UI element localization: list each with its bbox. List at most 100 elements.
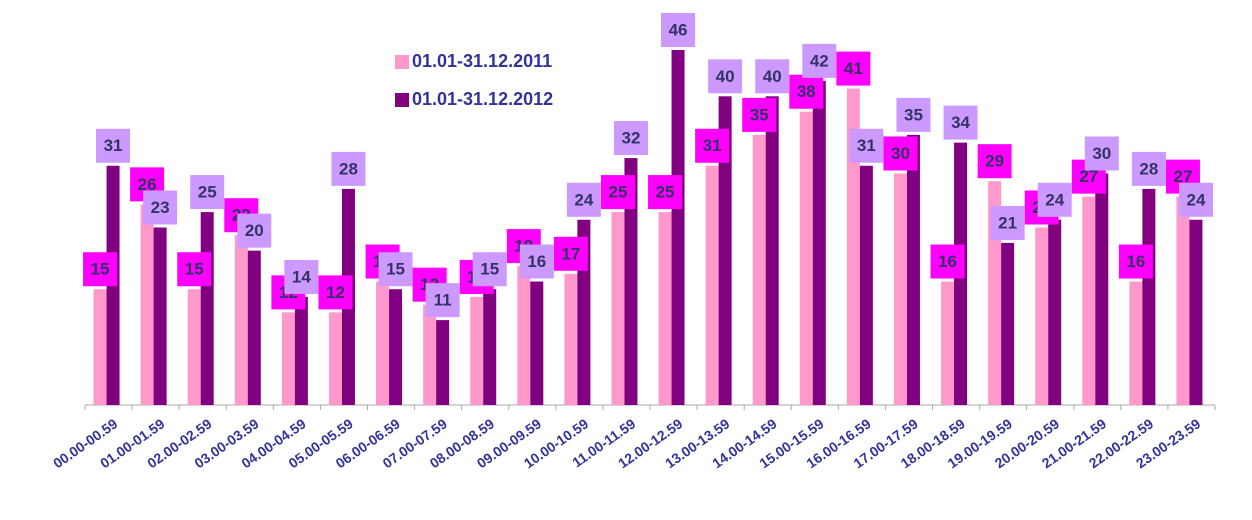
bar bbox=[389, 289, 403, 405]
data-label: 25 bbox=[656, 183, 675, 202]
data-label: 40 bbox=[763, 67, 782, 86]
bar bbox=[859, 165, 873, 405]
bar bbox=[846, 88, 860, 405]
data-label: 35 bbox=[750, 105, 769, 124]
data-label-box bbox=[1037, 182, 1072, 217]
bar bbox=[530, 281, 544, 405]
data-label: 20 bbox=[245, 221, 264, 240]
bar bbox=[1001, 242, 1015, 405]
bar bbox=[1082, 196, 1096, 405]
bar bbox=[671, 50, 685, 405]
bar bbox=[1035, 227, 1049, 405]
data-label-box bbox=[237, 213, 272, 248]
data-label: 11 bbox=[434, 291, 452, 310]
data-label-box bbox=[331, 151, 366, 186]
data-label: 15 bbox=[185, 260, 204, 279]
data-label: 24 bbox=[1045, 190, 1064, 209]
data-label-box bbox=[190, 175, 225, 210]
bar bbox=[93, 289, 107, 405]
data-label-box bbox=[943, 105, 978, 140]
data-label-box bbox=[977, 144, 1012, 179]
data-label-box bbox=[695, 128, 730, 163]
bar bbox=[1048, 219, 1062, 405]
data-label: 17 bbox=[561, 244, 580, 263]
data-label: 15 bbox=[386, 260, 405, 279]
data-label: 25 bbox=[198, 183, 217, 202]
data-label-box bbox=[1118, 244, 1153, 279]
data-label-box bbox=[755, 59, 790, 94]
data-label: 16 bbox=[1126, 252, 1145, 271]
data-label-box bbox=[83, 252, 118, 287]
data-label-box bbox=[613, 121, 648, 156]
data-label: 24 bbox=[574, 190, 593, 209]
data-label-box bbox=[883, 136, 918, 171]
bar bbox=[423, 304, 437, 405]
data-label: 23 bbox=[151, 198, 170, 217]
bar bbox=[1189, 219, 1203, 405]
bar bbox=[470, 296, 484, 405]
data-label-box bbox=[1084, 136, 1119, 171]
legend-label: 01.01-31.12.2012 bbox=[412, 89, 553, 109]
data-label-box bbox=[849, 128, 884, 163]
bar bbox=[234, 235, 248, 405]
data-label: 42 bbox=[810, 51, 829, 70]
bar bbox=[799, 111, 813, 405]
bar bbox=[483, 289, 497, 405]
data-label-box bbox=[96, 128, 131, 163]
bar bbox=[906, 134, 920, 406]
data-label: 27 bbox=[1079, 167, 1098, 186]
data-label-box bbox=[896, 97, 931, 132]
data-label-box bbox=[930, 244, 965, 279]
legend-label: 01.01-31.12.2011 bbox=[412, 51, 552, 71]
data-label: 41 bbox=[844, 59, 863, 78]
data-label: 31 bbox=[104, 136, 123, 155]
data-label: 21 bbox=[998, 213, 1017, 232]
data-label-box bbox=[802, 43, 837, 78]
bar bbox=[517, 266, 531, 405]
bar bbox=[1176, 196, 1190, 405]
bar bbox=[376, 281, 390, 405]
bar bbox=[812, 80, 826, 405]
data-label-box bbox=[836, 51, 871, 86]
data-label: 31 bbox=[703, 136, 722, 155]
data-label: 38 bbox=[797, 82, 816, 101]
data-label-box bbox=[519, 244, 554, 279]
data-label-box bbox=[708, 59, 743, 94]
data-label-box bbox=[648, 175, 683, 210]
data-label-box bbox=[284, 259, 319, 294]
data-label-box bbox=[472, 252, 507, 287]
bar bbox=[187, 289, 201, 405]
data-label-box bbox=[566, 182, 601, 217]
bar bbox=[436, 320, 450, 405]
data-label: 16 bbox=[527, 252, 546, 271]
bar bbox=[611, 212, 625, 405]
bar bbox=[941, 281, 955, 405]
data-label-box bbox=[661, 13, 696, 47]
bar bbox=[564, 273, 578, 405]
data-label: 28 bbox=[339, 159, 358, 178]
data-label: 34 bbox=[951, 113, 970, 132]
bar bbox=[718, 96, 732, 405]
data-label: 30 bbox=[891, 144, 910, 163]
bar bbox=[1129, 281, 1143, 405]
data-label-box bbox=[425, 283, 460, 318]
legend-swatch bbox=[395, 93, 409, 107]
data-label: 12 bbox=[326, 283, 345, 302]
data-label-box bbox=[378, 252, 413, 287]
data-label-box bbox=[1131, 151, 1166, 186]
bar bbox=[705, 165, 719, 405]
data-label: 26 bbox=[138, 175, 157, 194]
data-label: 15 bbox=[480, 260, 499, 279]
bar bbox=[281, 312, 295, 405]
data-label: 46 bbox=[669, 20, 688, 39]
data-label: 29 bbox=[985, 152, 1004, 171]
data-label: 25 bbox=[608, 183, 627, 202]
bar bbox=[140, 204, 154, 405]
bar bbox=[765, 96, 779, 405]
data-label-box bbox=[318, 275, 353, 310]
data-label: 28 bbox=[1139, 159, 1158, 178]
data-label: 16 bbox=[938, 252, 957, 271]
data-label: 24 bbox=[1186, 190, 1205, 209]
data-label: 32 bbox=[621, 129, 640, 148]
